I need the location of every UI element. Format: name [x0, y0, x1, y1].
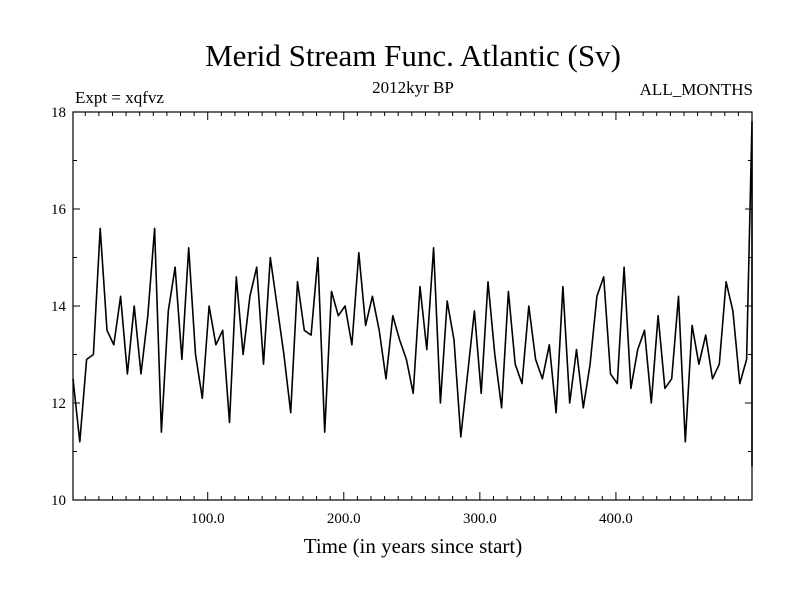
x-tick-label: 400.0: [599, 511, 633, 527]
y-tick-label: 16: [51, 202, 67, 218]
x-tick-label: 300.0: [463, 511, 497, 527]
chart-title: Merid Stream Func. Atlantic (Sv): [205, 38, 621, 73]
y-tick-label: 18: [51, 105, 66, 121]
y-tick-label: 10: [51, 493, 66, 509]
period-subtitle: 2012kyr BP: [372, 78, 454, 97]
y-tick-label: 12: [51, 396, 66, 412]
x-tick-label: 200.0: [327, 511, 361, 527]
x-tick-label: 100.0: [191, 511, 225, 527]
months-label: ALL_MONTHS: [640, 80, 753, 99]
x-axis-label: Time (in years since start): [304, 534, 523, 558]
y-tick-label: 14: [51, 299, 67, 315]
axes: 10 12 14 16 18 100.0 200.0 300.0 400.0: [51, 105, 752, 527]
experiment-label: Expt = xqfvz: [75, 88, 164, 107]
